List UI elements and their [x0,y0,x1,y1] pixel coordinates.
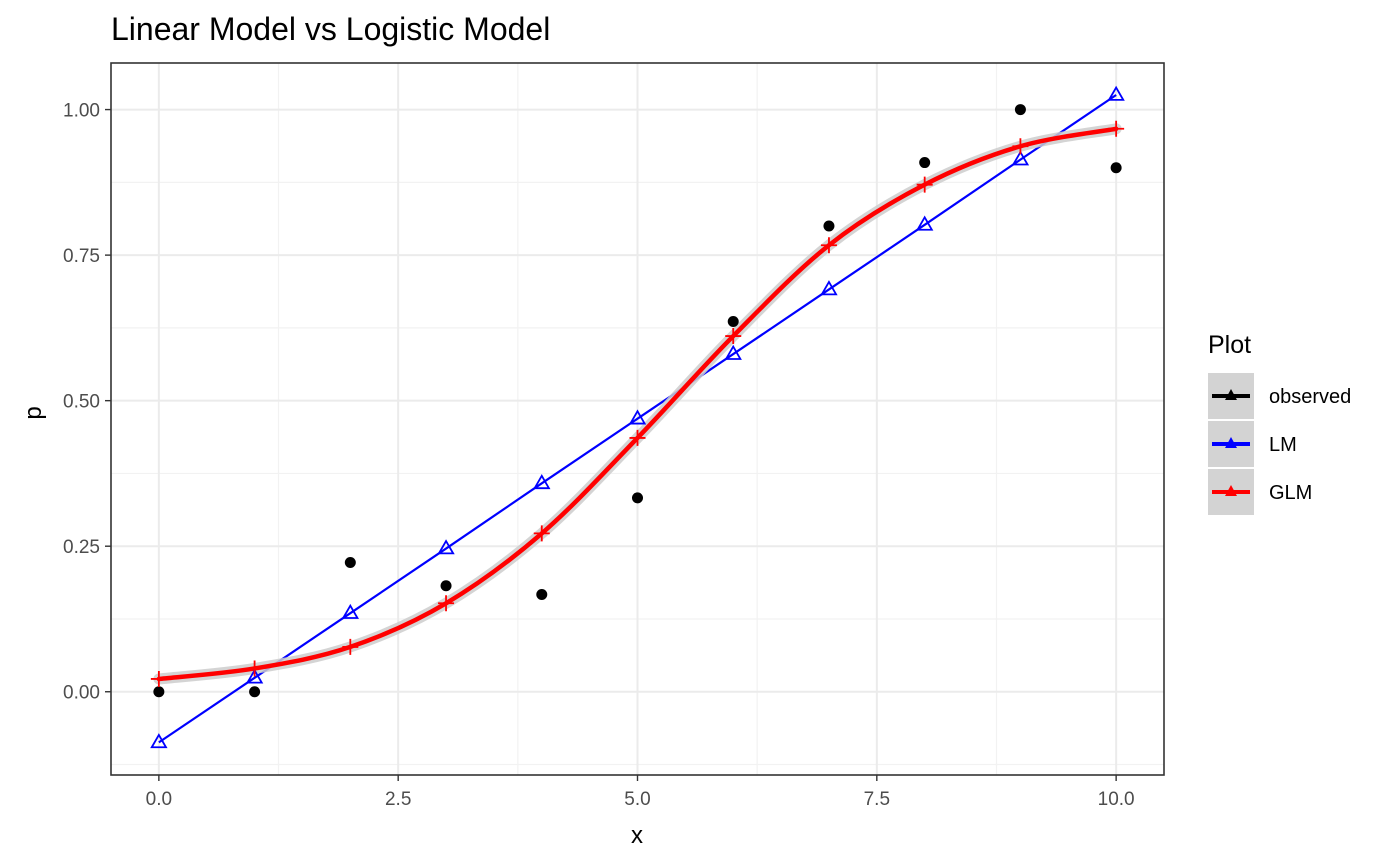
lm-point [1107,85,1125,101]
observed-point [344,557,356,569]
x-tick-label: 7.5 [864,789,890,810]
x-tick-label: 2.5 [385,789,411,810]
lm-point [341,603,359,619]
glm-point [246,660,263,677]
y-tick-label: 0.00 [63,683,100,704]
lm-point [245,668,264,684]
observed-point [1014,104,1026,116]
glm-point [629,429,646,446]
legend-key-marker [1225,437,1237,448]
y-tick-label: 0.50 [63,392,100,413]
y-axis-title: p [20,406,47,419]
lm-point [437,539,455,555]
legend-key-marker [1225,485,1237,496]
glm-point [820,237,837,254]
legend-label: observed [1269,386,1351,408]
lm-point [628,409,647,425]
observed-point [440,580,452,592]
grid-major [111,63,1164,775]
glm-point [1012,138,1029,155]
observed-point [919,157,931,169]
axis-tick-labels: 0.0 2.5 5.0 7.5 10.0 0.00 0.25 0.50 0.75 1.00 [63,101,1135,810]
glm-point [438,595,455,612]
legend-key-marker [1225,389,1237,400]
observed-point [823,220,835,232]
glm-point [725,328,742,345]
legend: Plot observed LM GLM [1208,331,1351,515]
chart-title: Linear Model vs Logistic Model [111,11,550,47]
legend-keys: observed LM GLM [1208,373,1351,515]
glm-point [533,525,550,542]
x-tick-label: 10.0 [1098,789,1135,810]
y-tick-label: 0.75 [63,246,100,267]
lm-line [158,94,1117,744]
observed-point [727,315,739,327]
lm-point [150,733,168,749]
legend-label: GLM [1269,482,1312,504]
y-tick-label: 1.00 [63,101,100,122]
x-tick-label: 5.0 [624,789,650,810]
observed-point [632,492,643,504]
observed-point [249,686,261,698]
lm-point [820,280,838,296]
lm-point [916,215,934,231]
legend-title: Plot [1208,331,1251,359]
chart-marks [150,85,1125,749]
lm-point [724,344,742,360]
glm-point [916,176,933,193]
x-axis-title: x [631,822,643,849]
axis-ticks [105,108,1117,781]
x-tick-label: 0.0 [146,789,172,810]
glm-point [150,670,167,687]
lm-point [533,474,551,490]
glm-point [1108,120,1125,137]
y-tick-label: 0.25 [63,537,100,558]
glm-point [342,638,359,655]
observed-point [536,589,548,601]
observed-point [1110,162,1122,174]
legend-label: LM [1269,434,1297,456]
observed-point [153,686,165,698]
lm-point [1011,150,1030,166]
